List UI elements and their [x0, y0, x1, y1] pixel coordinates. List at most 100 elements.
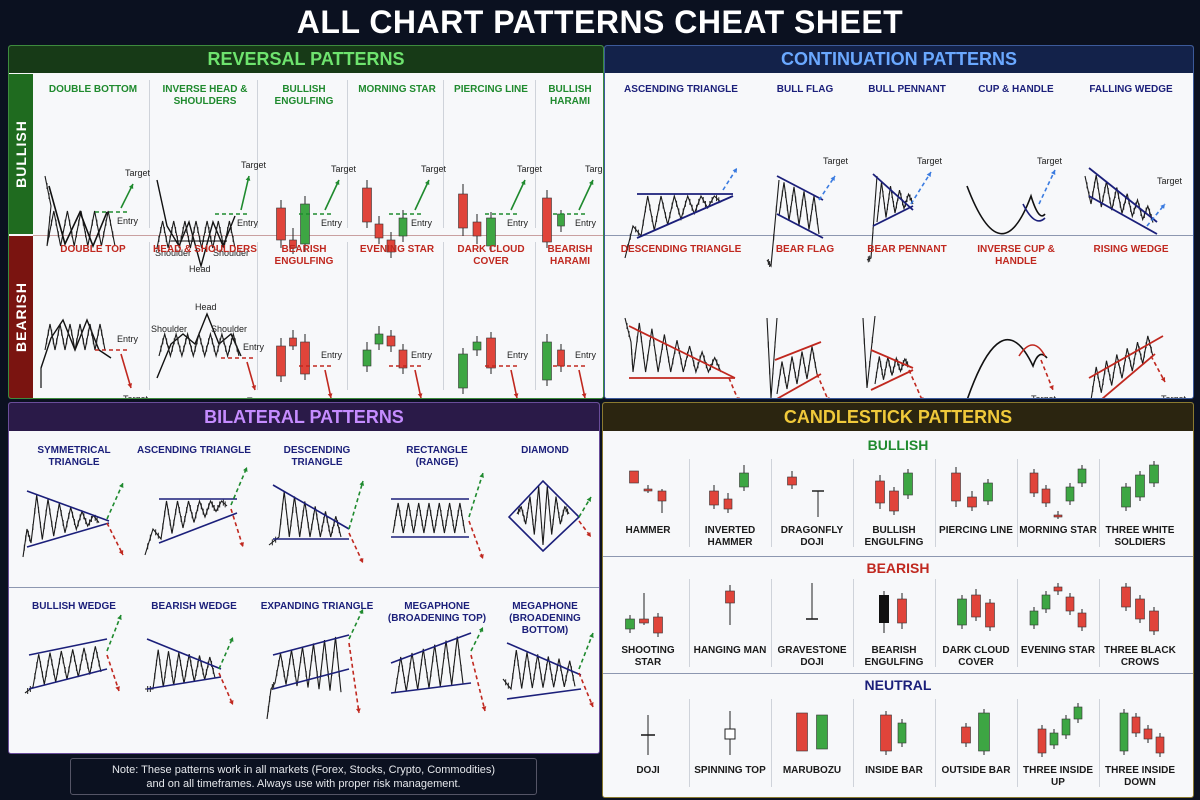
cont-bot-bear-flag: BEAR FLAG Target	[757, 238, 853, 398]
candle-spinning: SPINNING TOP	[689, 693, 771, 793]
c1	[796, 712, 808, 752]
handle-curve	[1022, 203, 1046, 222]
c3	[1149, 464, 1159, 484]
target-arrow	[246, 361, 256, 391]
breakdown-arrow	[908, 369, 923, 398]
up-arrow	[348, 608, 364, 640]
candle-neutral-title: NEUTRAL	[864, 677, 932, 693]
cont-bot-desc-tri-down-label: DESCENDING TRIANGLE	[620, 244, 742, 255]
shoulder-left-text: Shoulder	[151, 324, 187, 334]
breakdown-arrow	[728, 377, 739, 398]
target-arrow-head	[424, 180, 430, 185]
reversal-bear-double-top-label: DOUBLE TOP	[60, 244, 126, 255]
reversal-title: REVERSAL PATTERNS	[207, 49, 405, 69]
reversal-col-divider	[257, 80, 258, 228]
c3	[1053, 514, 1063, 518]
target-arrow-head	[327, 393, 333, 398]
up-arrow-head	[358, 609, 364, 614]
up-arrow	[578, 632, 594, 670]
reversal-bear-hs: HEAD & SHOULDERS Shoulder Head Shoulder Entr…	[151, 238, 273, 398]
entry-text: Entry	[237, 218, 259, 228]
c2	[639, 618, 649, 624]
target-arrow	[120, 183, 134, 209]
entry-text: Entry	[411, 350, 433, 360]
bilateral-header: BILATERAL PATTERNS	[9, 403, 599, 431]
reversal-bear-c-darkcloud-label: DARK CLOUD COVER	[457, 244, 525, 267]
candle-dragonfly: DRAGONFLY DOJI	[771, 453, 853, 553]
candle-col-divider	[1017, 579, 1018, 667]
continuation-divider	[605, 235, 1193, 236]
candle-col-divider	[689, 459, 690, 547]
c1	[879, 595, 889, 623]
top-line	[390, 632, 472, 664]
bil-top-rect-label: RECTANGLE (RANGE)	[406, 445, 468, 468]
target-arrow-head	[513, 393, 519, 398]
reversal-bull-c-piercing: PIERCING LINE Entry Target	[445, 76, 543, 252]
candle-2	[472, 341, 482, 351]
bilateral-panel: BILATERAL PATTERNS SYMMETRICAL TRIANGLE A…	[8, 402, 600, 754]
reversal-bull-c-morning-graphic: Entry Target	[362, 164, 447, 258]
c2	[723, 498, 733, 510]
bullish-side-label: BULLISH	[9, 74, 33, 234]
candle-outside-label: OUTSIDE BAR	[941, 765, 1011, 776]
price-path	[502, 650, 576, 691]
target-arrow	[120, 353, 132, 389]
candle-evening-label: EVENING STAR	[1020, 645, 1096, 656]
cont-top-cup: CUP & HANDLE Target	[961, 76, 1071, 236]
candle-hanging-graphic	[725, 585, 735, 625]
candle-evening: EVENING STAR	[1017, 573, 1099, 673]
c3	[903, 472, 913, 496]
reversal-panel: REVERSAL PATTERNS BULLISH BEARISH DOUBLE…	[8, 45, 604, 399]
candle-tid-label: THREE INSIDE DOWN	[1104, 765, 1175, 788]
entry-text: Entry	[575, 350, 597, 360]
cont-top-asc-tri-up-graphic	[624, 167, 738, 259]
target-text: Target	[1037, 156, 1063, 166]
reversal-bull-c-piercing-graphic: Entry Target	[458, 164, 543, 252]
continuation-title: CONTINUATION PATTERNS	[781, 49, 1017, 69]
target-arrow-head	[251, 385, 257, 390]
c3	[983, 482, 993, 502]
cont-top-cup-graphic: Target	[966, 156, 1063, 235]
bil-top-asc-graphic	[144, 466, 248, 556]
bil-top-desc: DESCENDING TRIANGLE	[257, 433, 377, 583]
candle-col-divider	[771, 699, 772, 787]
price-path	[516, 486, 570, 546]
candle-gravestone-label: GRAVESTONE DOJI	[777, 645, 847, 668]
target-arrow-head	[127, 383, 133, 388]
candle-gravestone: GRAVESTONE DOJI	[771, 573, 853, 673]
top-line	[506, 642, 582, 676]
c2	[1049, 732, 1059, 746]
cont-top-falling-wedge-graphic: Target	[1084, 167, 1183, 235]
c3	[653, 616, 663, 634]
price-path	[268, 491, 342, 546]
candle-col-divider	[689, 579, 690, 667]
c1	[1037, 728, 1047, 754]
target-arrow	[510, 369, 518, 398]
continuation-panel: CONTINUATION PATTERNS ASCENDING TRIANGLE…	[604, 45, 1194, 399]
candle-inv-hammer: INVERTED HAMMER	[689, 453, 771, 553]
reversal-col-divider	[443, 80, 444, 228]
candle-col-divider	[935, 699, 936, 787]
c1	[957, 598, 967, 626]
bil-top-desc-label: DESCENDING TRIANGLE	[283, 445, 351, 468]
bil-bot-megt-label: MEGAPHONE (BROADENING TOP)	[387, 601, 487, 624]
candle-spinning-graphic	[724, 711, 736, 755]
target-text: Target	[517, 164, 543, 174]
candle-2	[374, 333, 384, 345]
candle-2	[557, 213, 565, 227]
cont-top-bull-flag-graphic: Target	[766, 156, 849, 268]
candle-shooting: SHOOTING STAR	[607, 573, 689, 673]
breakdown-arrow-head	[1160, 377, 1166, 382]
target-arrow-head	[128, 184, 134, 189]
target-arrow-head	[417, 393, 423, 398]
candle-hammer-graphic	[629, 470, 667, 513]
c2	[971, 594, 981, 618]
candle-4	[398, 349, 408, 369]
top-line	[26, 490, 110, 522]
up-arrow	[578, 496, 592, 518]
up-arrow-head	[117, 615, 122, 620]
up-arrow-head	[119, 483, 124, 488]
